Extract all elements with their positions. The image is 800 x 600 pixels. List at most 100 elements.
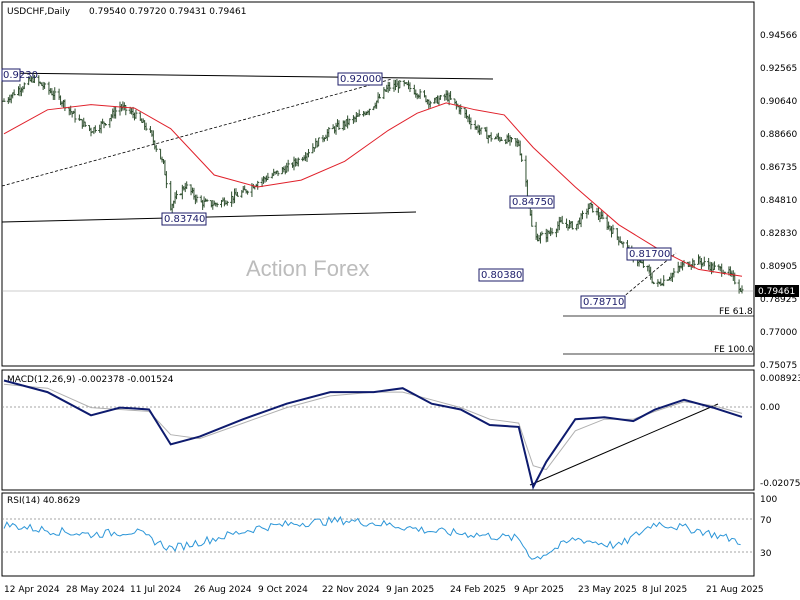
macd-tick: 0.00 <box>760 403 780 413</box>
price-bar <box>499 137 503 142</box>
time-tick: 28 May 2024 <box>66 585 125 595</box>
price-bar <box>520 153 524 162</box>
price-tick: 0.82830 <box>760 229 797 239</box>
price-bar <box>378 93 382 99</box>
time-tick: 26 Aug 2024 <box>194 585 252 595</box>
time-tick: 12 Apr 2024 <box>4 585 60 595</box>
price-tick: 0.86735 <box>760 163 797 173</box>
price-bar <box>591 203 595 213</box>
price-tick: 0.90640 <box>760 97 797 107</box>
time-tick: 9 Apr 2025 <box>514 585 564 595</box>
moving-average-line <box>3 102 743 277</box>
current-price-tag: 0.79461 <box>755 285 799 297</box>
price-bar <box>286 159 290 172</box>
time-tick: 21 Aug 2025 <box>706 585 764 595</box>
price-axis: 0.94566 0.92565 0.90640 0.88660 0.86735 … <box>760 31 797 371</box>
price-bar <box>479 127 483 135</box>
macd-trendline <box>529 403 719 486</box>
price-bar <box>621 241 625 248</box>
price-bar <box>418 89 422 99</box>
price-bar <box>205 198 209 202</box>
price-bars <box>2 73 744 294</box>
price-bar <box>103 123 107 126</box>
svg-text:0.81700: 0.81700 <box>629 249 670 260</box>
price-bar <box>601 211 605 220</box>
chart-symbol: USDCHF,Daily <box>7 7 71 17</box>
watermark: Action Forex <box>246 256 370 281</box>
time-tick: 9 Oct 2024 <box>258 585 308 595</box>
price-bar <box>347 118 351 126</box>
price-bar <box>428 100 432 108</box>
price-bar <box>540 231 544 236</box>
price-bar <box>337 120 341 131</box>
svg-text:0.92000: 0.92000 <box>340 74 381 85</box>
price-bar <box>702 256 706 267</box>
svg-text:0.83740: 0.83740 <box>164 214 205 225</box>
svg-text:0.78710: 0.78710 <box>583 297 624 308</box>
price-bar <box>357 109 361 117</box>
time-tick: 9 Jan 2025 <box>386 585 434 595</box>
annotation-0.78710: 0.78710 <box>580 295 626 309</box>
price-bar <box>662 275 666 287</box>
price-bar <box>185 181 189 190</box>
price-bar <box>581 210 585 220</box>
price-tick: 0.78925 <box>760 295 797 305</box>
price-tick: 0.80905 <box>760 262 797 272</box>
macd-line <box>3 379 743 490</box>
price-bar <box>164 171 168 189</box>
price-bar <box>652 281 656 285</box>
current-price-value: 0.79461 <box>758 287 795 297</box>
rsi-tick: 30 <box>760 549 772 559</box>
price-bar <box>560 215 564 224</box>
price-tick: 0.92565 <box>760 64 797 74</box>
price-bar <box>296 157 300 167</box>
annotation-0.84750: 0.84750 <box>509 195 555 209</box>
panel-frames <box>1 1 755 577</box>
rsi-tick: 100 <box>760 495 777 505</box>
time-tick: 24 Feb 2025 <box>450 585 506 595</box>
svg-text:0.80380: 0.80380 <box>481 270 522 281</box>
price-bar <box>215 202 219 208</box>
price-bar <box>740 285 744 294</box>
time-axis: 12 Apr 2024 28 May 2024 11 Jul 2024 26 A… <box>4 585 764 595</box>
price-bar <box>408 82 412 93</box>
price-bar <box>32 74 36 83</box>
macd-tick: 0.008923 <box>760 374 800 384</box>
price-bar <box>93 125 97 133</box>
price-bar <box>449 91 453 100</box>
price-bar <box>382 87 386 100</box>
price-tick: 0.75075 <box>760 361 797 371</box>
price-bar <box>611 224 615 234</box>
chart-ohlc: 0.79540 0.79720 0.79431 0.79461 <box>89 7 246 17</box>
annotation-0.83740: 0.83740 <box>161 212 207 226</box>
price-tick: 0.88660 <box>760 130 797 140</box>
price-bar <box>469 117 473 130</box>
price-bar <box>388 82 392 92</box>
price-bar <box>306 149 310 158</box>
price-bar <box>114 106 118 119</box>
price-bar <box>317 137 321 147</box>
time-tick: 8 Jul 2025 <box>642 585 687 595</box>
rsi-title: RSI(14) 40.8629 <box>7 496 80 506</box>
price-bar <box>530 209 534 227</box>
price-bar <box>43 82 47 89</box>
price-tick: 0.84810 <box>760 196 797 206</box>
price-bar <box>53 87 57 100</box>
price-bar <box>12 89 16 96</box>
fe-100-label: FE 100.0 <box>714 345 754 355</box>
price-bar <box>550 228 554 235</box>
fe-61.8-label: FE 61.8 <box>719 307 753 317</box>
annotation-0.9230: 0.9230 <box>1 68 38 82</box>
svg-text:0.84750: 0.84750 <box>512 197 553 208</box>
price-bar <box>398 80 402 89</box>
macd-title: MACD(12,26,9) -0.002378 -0.001524 <box>7 375 174 385</box>
price-bar <box>124 105 128 116</box>
annotation-0.92000: 0.92000 <box>337 72 383 86</box>
price-bar <box>438 95 442 100</box>
macd-signal-line <box>3 383 743 471</box>
price-bar <box>266 172 270 180</box>
price-bar <box>235 191 239 197</box>
price-tick: 0.94566 <box>760 31 797 41</box>
rsi-tick: 70 <box>760 516 772 526</box>
